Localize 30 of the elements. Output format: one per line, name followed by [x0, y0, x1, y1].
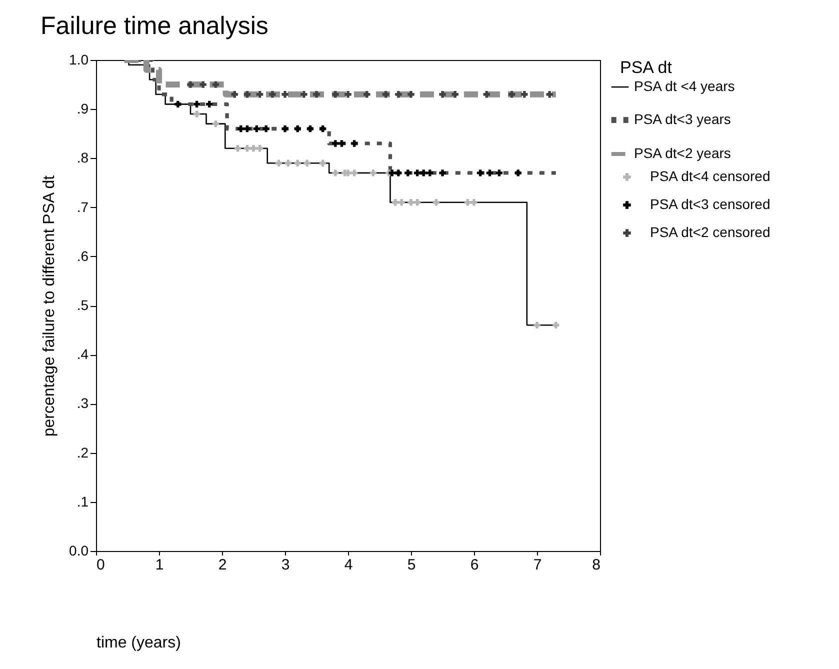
x-tick-label: 1 [155, 556, 164, 574]
y-tick-label: .8 [76, 150, 89, 166]
x-tick-label: 4 [344, 556, 353, 574]
y-tick-label: .4 [76, 346, 89, 362]
legend-label: PSA dt<3 censored [650, 196, 770, 212]
x-tick-label: 2 [218, 556, 227, 574]
x-tick-label: 7 [533, 556, 542, 574]
y-tick-label: .1 [76, 493, 89, 510]
y-tick-label: .9 [76, 100, 89, 117]
y-axis-title: percentage failure to different PSA dt [41, 174, 58, 437]
legend-label: PSA dt<3 years [634, 111, 731, 127]
y-tick-label: .2 [76, 444, 89, 460]
y-tick-label: .7 [76, 198, 89, 215]
y-tick-label: .3 [76, 395, 89, 412]
x-tick-label: 6 [470, 556, 479, 574]
x-tick-label: 5 [407, 556, 416, 574]
y-tick-label: .6 [76, 248, 89, 264]
y-tick-label: 0.0 [69, 542, 89, 558]
chart-title: Failure time analysis [40, 12, 268, 40]
legend-label: PSA dt <4 years [634, 78, 735, 94]
legend-label: PSA dt<2 censored [650, 224, 770, 240]
legend-title: PSA dt [620, 58, 672, 77]
x-tick-label: 8 [592, 556, 600, 574]
y-tick-label: 1.0 [69, 52, 89, 68]
x-tick-label: 0 [96, 556, 105, 574]
legend-label: PSA dt<2 years [634, 145, 731, 161]
legend-label: PSA dt<4 censored [650, 168, 770, 184]
y-tick-label: .5 [76, 297, 89, 313]
x-tick-label: 3 [281, 556, 290, 574]
x-axis-title: time (years) [96, 634, 181, 652]
